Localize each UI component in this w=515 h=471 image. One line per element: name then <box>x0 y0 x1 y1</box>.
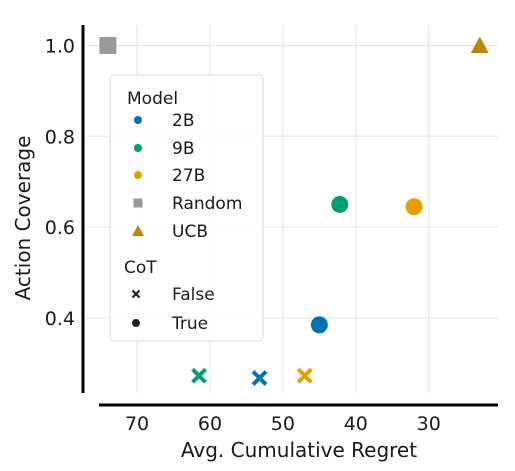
marks-layer <box>99 36 489 386</box>
legend-item-cot-true: True <box>132 314 208 334</box>
y-axis-label: Action Coverage <box>11 136 35 301</box>
legend-item-27b: 27B <box>134 166 205 186</box>
x-tick-label: 40 <box>344 413 368 435</box>
legend-marker <box>132 225 144 237</box>
legend-item-2b: 2B <box>134 111 194 131</box>
point-27b-cot-true <box>405 198 423 216</box>
y-tick-label: 1.0 <box>45 35 75 57</box>
point-2b-cot-true <box>310 316 328 334</box>
x-marker-stroke <box>131 289 141 299</box>
axes-layer: 70 60 50 40 30 0.4 0.6 0.8 1.0 <box>45 25 498 435</box>
legend-item-9b: 9B <box>134 139 194 159</box>
legend-marker <box>132 319 140 327</box>
y-tick-label: 0.4 <box>45 308 75 330</box>
point-2b-cot-false <box>251 370 268 386</box>
point-27b-cot-false <box>296 367 313 384</box>
legend-marker <box>131 289 141 299</box>
point-ucb <box>470 36 489 54</box>
legend-title-model: Model <box>127 89 178 109</box>
x-axis-label: Avg. Cumulative Regret <box>181 438 417 462</box>
legend-marker <box>134 171 142 179</box>
point-random <box>99 36 117 54</box>
x-tick-label: 30 <box>417 413 441 435</box>
legend-marker <box>133 198 143 208</box>
legend-marker <box>134 144 142 152</box>
legend-title-cot: CoT <box>124 258 157 278</box>
y-tick-label: 0.6 <box>45 217 75 239</box>
y-tick-label: 0.8 <box>45 126 75 148</box>
legend-box <box>109 74 264 342</box>
legend-marker <box>134 116 142 124</box>
x-tick-label: 70 <box>125 413 149 435</box>
legend-label: 9B <box>172 139 194 159</box>
legend-item-ucb: UCB <box>132 222 208 242</box>
legend-label: False <box>172 285 215 305</box>
legend-label: UCB <box>172 222 208 242</box>
x-marker-stroke <box>251 370 268 386</box>
x-marker-stroke <box>191 367 207 384</box>
point-9b-cot-true <box>331 195 349 213</box>
legend-item-cot-false: False <box>131 285 215 305</box>
x-marker-stroke <box>296 367 313 384</box>
point-9b-cot-false <box>191 367 207 384</box>
x-tick-label: 50 <box>271 413 295 435</box>
legend-label: 2B <box>172 111 194 131</box>
legend-label: True <box>171 314 208 334</box>
legend-item-random: Random <box>133 194 242 214</box>
legend-label: Random <box>172 194 242 214</box>
x-tick-label: 60 <box>198 413 222 435</box>
legend-label: 27B <box>172 166 205 186</box>
